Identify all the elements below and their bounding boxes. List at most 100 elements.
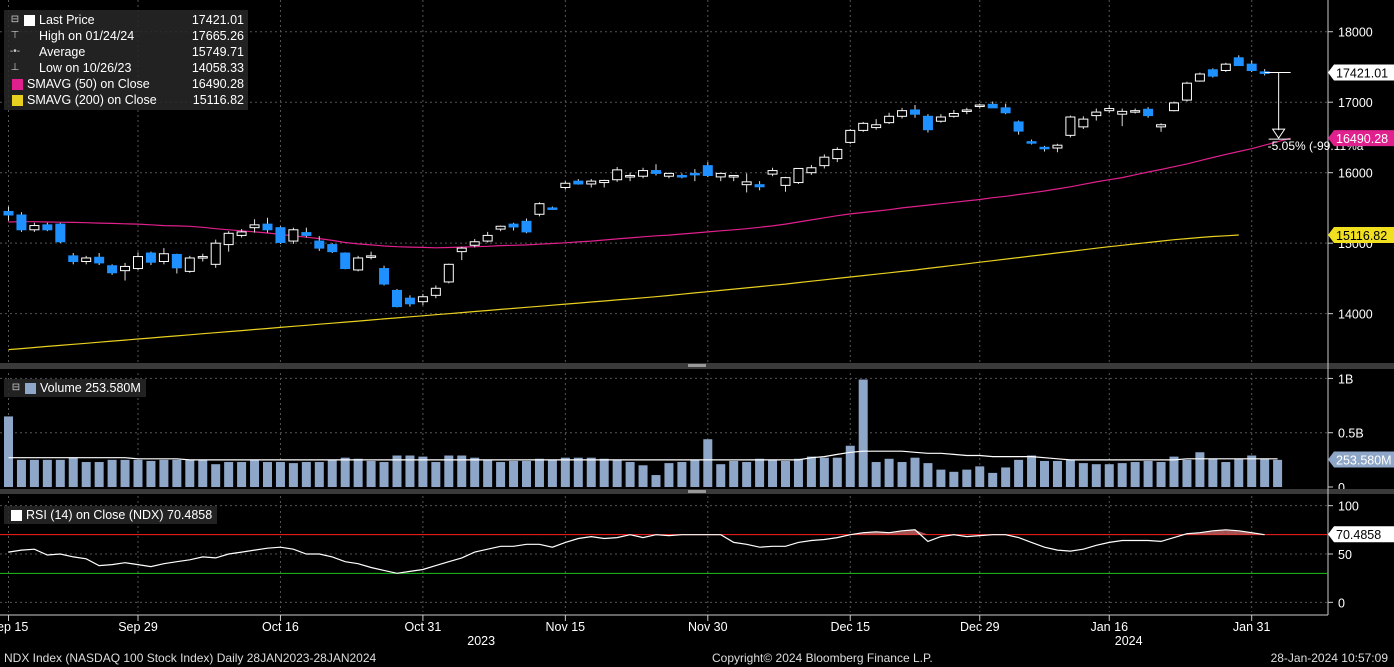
- legend-high: ⊤ High on 01/24/24 17665.26: [8, 28, 244, 44]
- candle-body: [1143, 108, 1154, 117]
- candle-down: [392, 288, 402, 308]
- x-tick-label: Dec 29: [960, 620, 1000, 634]
- rsi-tag-text: 70.4858: [1336, 528, 1381, 542]
- low-marker-icon: ⊥: [10, 62, 20, 73]
- candle-down: [171, 253, 182, 274]
- candle-up: [534, 202, 545, 217]
- x-tick-label: Oct 31: [404, 620, 441, 634]
- splitter-handle: [688, 490, 706, 493]
- price-tick-label: 16000: [1338, 167, 1373, 181]
- volume-average-line: [8, 450, 1278, 461]
- volume-bar: [288, 463, 298, 487]
- volume-bar: [677, 462, 687, 487]
- candle-down: [1026, 139, 1037, 145]
- rsi-tick-label: 0: [1338, 596, 1345, 610]
- sma50-swatch: [12, 78, 23, 90]
- candle-down: [573, 179, 584, 185]
- candle-up: [663, 172, 674, 179]
- volume-bar: [405, 455, 415, 487]
- x-tick-label: Oct 16: [262, 620, 299, 634]
- volume-bar: [897, 462, 907, 487]
- candle-body: [327, 244, 338, 253]
- candle-body: [560, 182, 571, 188]
- volume-bar: [793, 458, 803, 487]
- candle-body: [288, 229, 299, 242]
- sma50-tag-text: 16490.28: [1336, 132, 1388, 146]
- candle-body: [961, 109, 972, 112]
- candle-body: [314, 240, 325, 249]
- volume-tick-label: 0: [1338, 481, 1345, 495]
- candle-up: [184, 255, 195, 273]
- volume-bar: [1182, 459, 1192, 487]
- volume-bar: [198, 459, 208, 487]
- last-price-tag: [1328, 64, 1394, 81]
- x-tick-label: Sep 29: [118, 620, 158, 634]
- candle-body: [806, 167, 817, 174]
- volume-bar: [185, 459, 195, 487]
- volume-bar: [133, 459, 143, 487]
- volume-bar: [716, 464, 726, 487]
- volume-bar: [68, 457, 78, 487]
- candle-up: [288, 227, 299, 244]
- candle-down: [55, 222, 66, 244]
- volume-bar: [962, 469, 972, 487]
- volume-bar: [651, 475, 661, 487]
- candle-body: [1233, 57, 1244, 67]
- candle-up: [197, 253, 208, 262]
- volume-bar: [1273, 459, 1283, 487]
- volume-bar: [1221, 462, 1231, 487]
- candle-body: [508, 223, 519, 228]
- volume-bar: [1260, 458, 1270, 487]
- candle-up: [81, 255, 92, 265]
- candle-body: [495, 225, 506, 230]
- candle-down: [689, 169, 700, 182]
- candle-body: [1013, 121, 1024, 132]
- volume-bar: [845, 445, 855, 487]
- volume-bar: [159, 459, 169, 487]
- volume-bar: [1104, 464, 1114, 487]
- volume-bar: [1040, 460, 1049, 487]
- volume-bar: [910, 457, 920, 487]
- volume-bar: [781, 460, 790, 487]
- sma50-tag: [1328, 130, 1394, 147]
- candle-up: [1220, 62, 1231, 72]
- volume-bar: [638, 465, 648, 487]
- last-price-tag-text: 17421.01: [1336, 67, 1388, 81]
- candle-down: [68, 253, 79, 265]
- candle-up: [715, 172, 726, 182]
- candle-up: [728, 175, 739, 182]
- volume-bar: [418, 456, 428, 487]
- candle-body: [81, 257, 92, 263]
- price-tick-label: 18000: [1338, 26, 1373, 40]
- volume-bar: [340, 457, 350, 487]
- splitter-handle: [688, 364, 706, 367]
- candle-body: [42, 224, 53, 231]
- candle-body: [340, 252, 351, 270]
- volume-bar: [755, 458, 765, 487]
- volume-tag-text: 253.580M: [1336, 453, 1392, 467]
- high-marker-icon: ⊤: [10, 30, 20, 41]
- candle-up: [223, 231, 234, 252]
- candle-body: [210, 242, 221, 265]
- candle-body: [573, 180, 584, 185]
- volume-bar: [366, 460, 376, 487]
- volume-bar: [884, 458, 894, 487]
- collapse-icon[interactable]: ⊟: [10, 14, 20, 25]
- candle-down: [145, 251, 156, 266]
- candle-body: [1039, 146, 1050, 150]
- price-tick-label: 17000: [1338, 96, 1373, 110]
- volume-bar: [444, 455, 454, 487]
- candle-down: [1233, 55, 1244, 67]
- candle-up: [495, 225, 506, 232]
- candle-body: [68, 255, 79, 263]
- volume-bar: [94, 462, 104, 487]
- collapse-icon[interactable]: ⊟: [11, 382, 21, 393]
- candle-body: [145, 252, 156, 263]
- candle-up: [897, 107, 908, 119]
- volume-bar: [522, 460, 531, 487]
- candle-body: [417, 296, 428, 303]
- candle-body: [741, 181, 752, 186]
- candle-body: [133, 256, 143, 270]
- candle-down: [1207, 68, 1218, 78]
- last-price-swatch: [24, 14, 35, 26]
